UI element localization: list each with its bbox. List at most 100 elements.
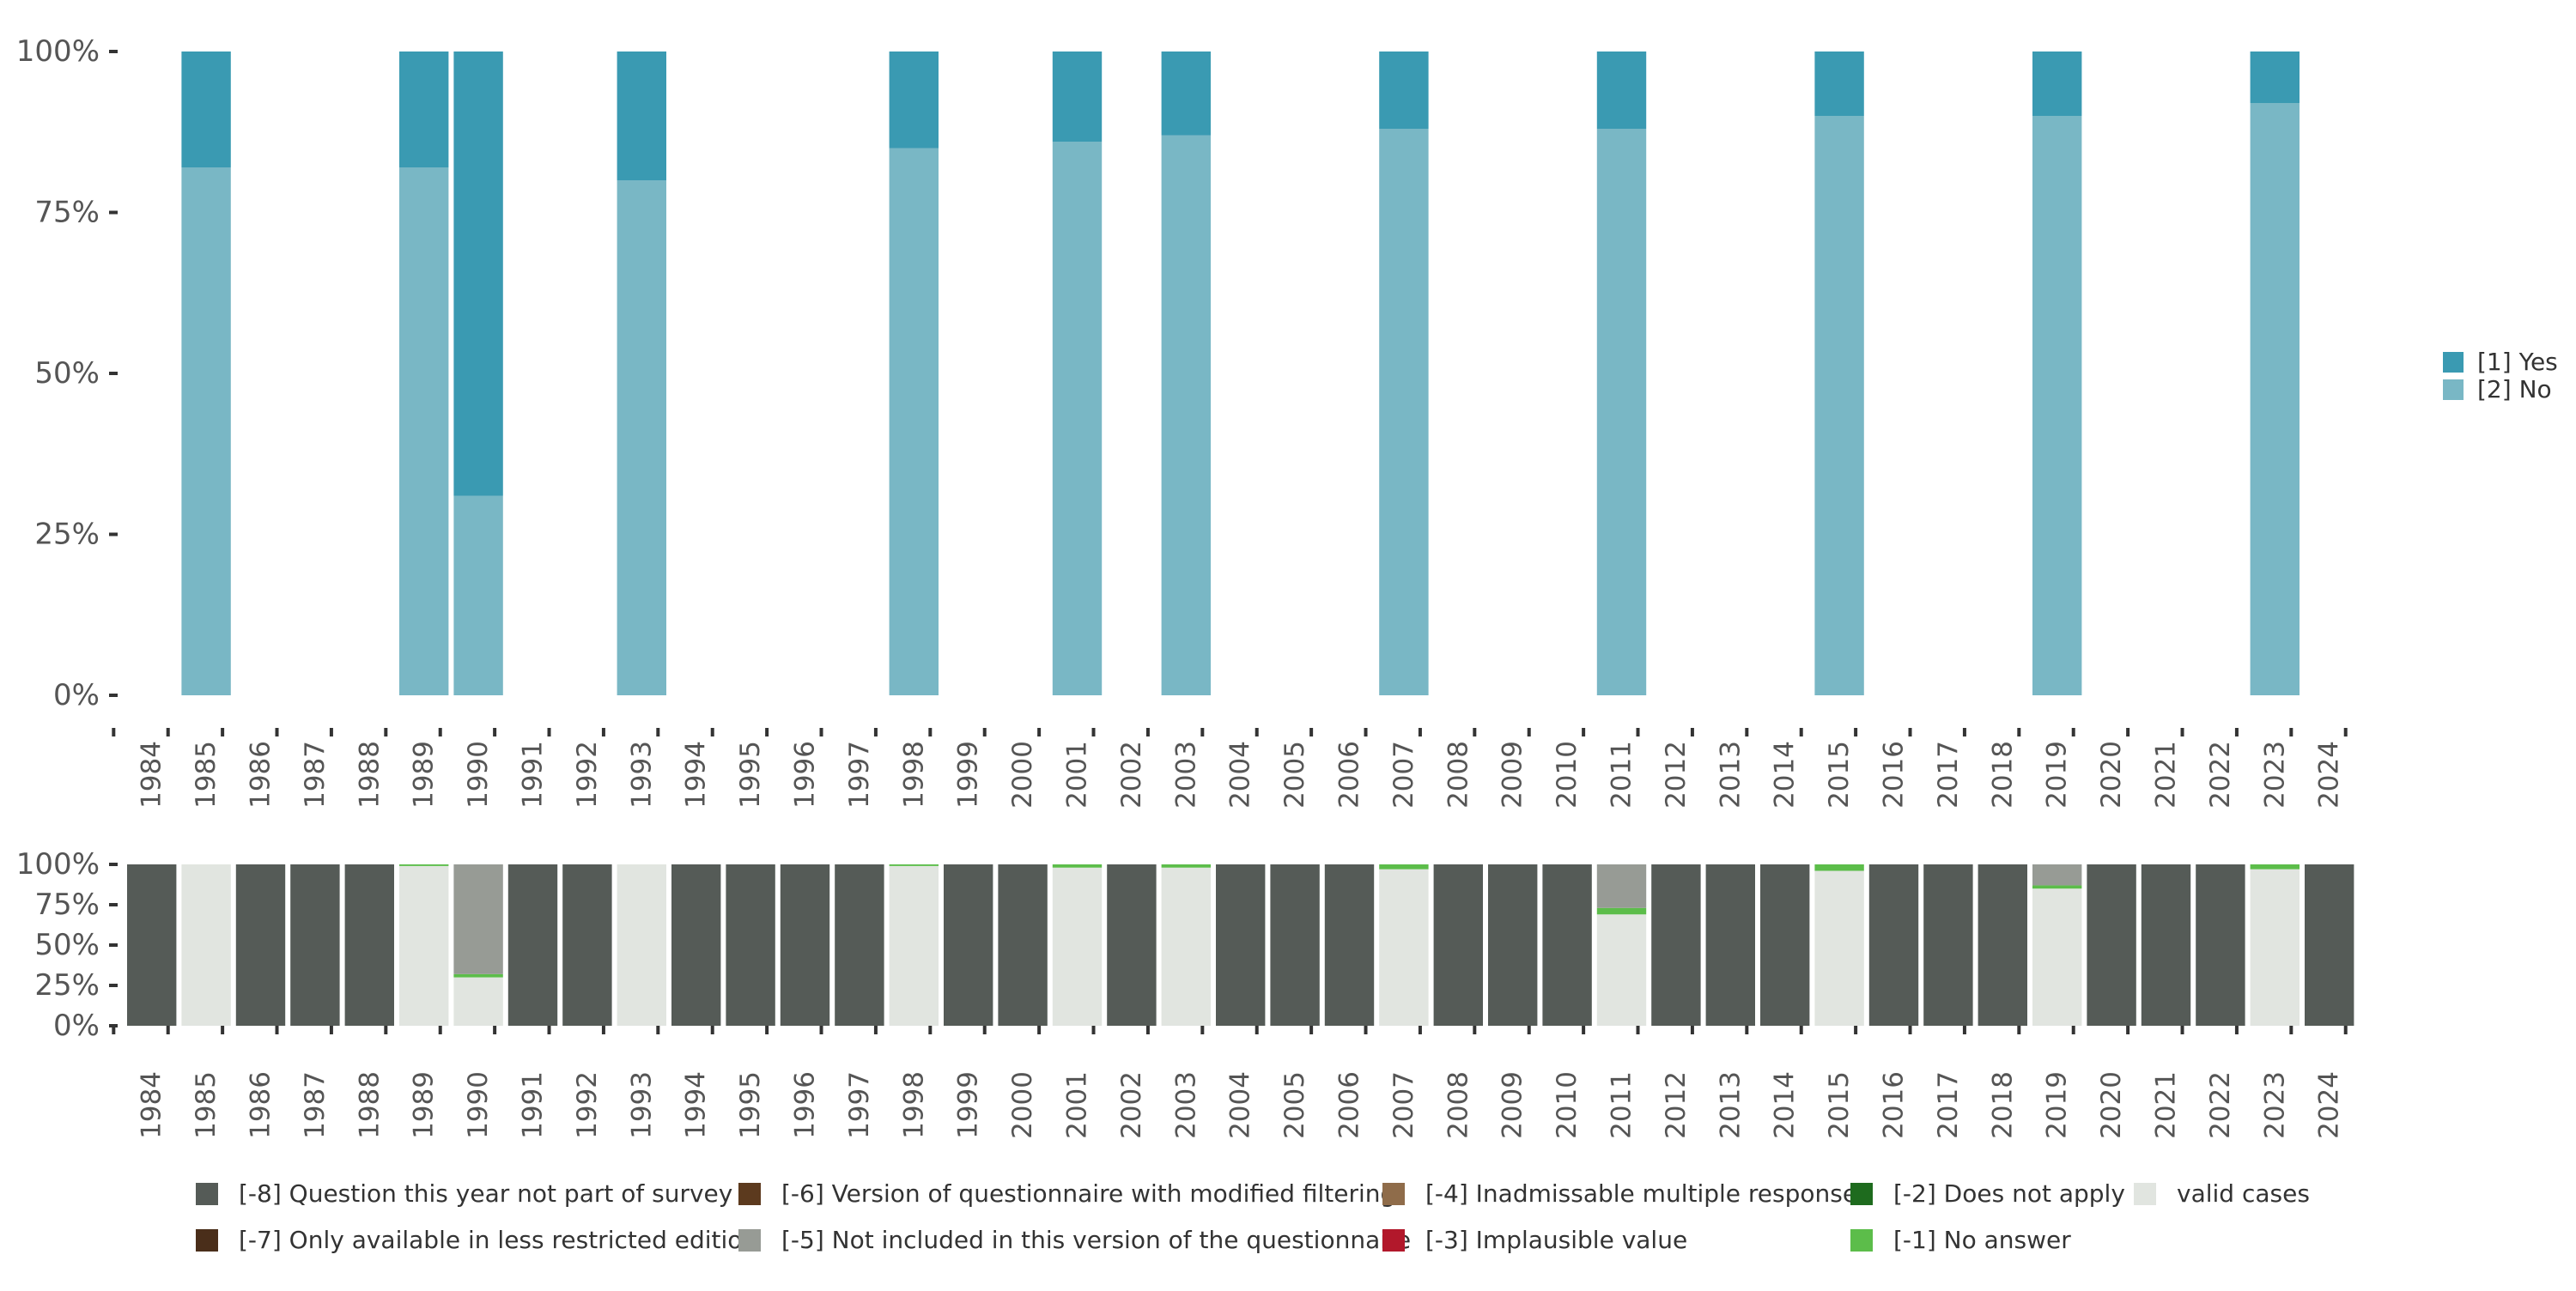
legend-label: [-1] No answer	[1893, 1226, 2071, 1254]
x-tick-label: 2010	[1552, 741, 1583, 809]
x-tick-label: 1997	[844, 741, 875, 809]
x-tick-label: 2009	[1498, 1071, 1528, 1139]
bar-no_answer-2003	[1161, 864, 1211, 868]
legend-label: [-5] Not included in this version of the…	[781, 1226, 1411, 1254]
x-tick-label: 2006	[1334, 1071, 1365, 1139]
x-tick-label: 2019	[2042, 741, 2073, 809]
legend-label: [-2] Does not apply	[1893, 1179, 2125, 1208]
x-tick-label: 2008	[1443, 1071, 1473, 1139]
bar-yes-2007	[1379, 52, 1429, 129]
y-tick-label: 0%	[53, 678, 100, 712]
x-tick-label: 1985	[191, 741, 222, 809]
bar-no-1990	[453, 495, 503, 695]
x-tick-label: 2014	[1770, 741, 1801, 809]
bar-yes-2011	[1596, 52, 1647, 129]
y-tick-label: 25%	[34, 518, 100, 552]
x-tick-label: 2016	[1879, 741, 1910, 809]
legend-swatch-inadmissable	[1382, 1183, 1405, 1205]
x-tick-label: 2011	[1607, 1071, 1637, 1139]
x-tick-label: 1984	[137, 1071, 167, 1139]
x-tick-label: 2000	[1007, 741, 1038, 809]
bar-valid-1998	[889, 865, 939, 1026]
y-tick-label: 100%	[16, 847, 100, 882]
x-tick-label: 1989	[409, 741, 440, 809]
x-tick-label: 2018	[1987, 741, 2018, 809]
x-tick-label: 2017	[1933, 741, 1964, 809]
x-tick-label: 2019	[2042, 1071, 2073, 1139]
x-tick-label: 1991	[518, 741, 549, 809]
x-tick-label: 2013	[1715, 741, 1746, 809]
x-tick-label: 2005	[1279, 741, 1310, 809]
x-tick-label: 1993	[626, 1071, 657, 1139]
bar-not_part-2020	[2087, 864, 2136, 1026]
bar-not_part-1992	[562, 864, 612, 1026]
bar-not_included-2019	[2032, 864, 2082, 886]
x-tick-label: 1995	[735, 1071, 766, 1139]
x-tick-label: 1988	[354, 1071, 385, 1139]
bar-not_part-2005	[1270, 864, 1320, 1026]
x-tick-label: 2021	[2151, 1071, 2182, 1139]
x-tick-label: 2010	[1552, 1071, 1583, 1139]
bar-not_part-1997	[835, 864, 884, 1026]
x-tick-label: 1986	[246, 1071, 276, 1139]
bar-no_answer-2023	[2250, 864, 2300, 870]
x-tick-label: 2022	[2205, 741, 2236, 809]
x-tick-label: 2018	[1987, 1071, 2018, 1139]
x-tick-label: 1988	[354, 741, 385, 809]
bar-valid-2003	[1161, 867, 1211, 1026]
bar-valid-2001	[1052, 867, 1103, 1026]
legend-label: [2] No	[2477, 375, 2552, 403]
x-tick-label: 2016	[1879, 1071, 1910, 1139]
x-tick-label: 2004	[1225, 1071, 1256, 1139]
x-tick-label: 1999	[953, 1071, 984, 1139]
bar-not_part-2016	[1868, 864, 1919, 1026]
x-tick-label: 2005	[1279, 1071, 1310, 1139]
bar-not_part-2002	[1107, 864, 1157, 1026]
legend-swatch-not_included	[738, 1229, 761, 1252]
x-tick-label: 2008	[1443, 741, 1473, 809]
bar-no-2003	[1161, 135, 1211, 695]
x-tick-label: 2007	[1388, 741, 1419, 809]
x-tick-label: 1992	[572, 1071, 603, 1139]
bar-not_part-2006	[1324, 864, 1375, 1026]
x-tick-label: 2014	[1770, 1071, 1801, 1139]
bar-not_part-1988	[344, 864, 394, 1026]
bar-not_part-1999	[944, 864, 993, 1026]
bar-not_part-1995	[726, 864, 775, 1026]
x-tick-label: 1992	[572, 741, 603, 809]
y-tick-label: 75%	[34, 196, 100, 230]
x-tick-label: 2011	[1607, 741, 1637, 809]
x-tick-label: 2013	[1715, 1071, 1746, 1139]
x-tick-label: 1998	[898, 1071, 929, 1139]
bar-not_included-1990	[453, 864, 503, 974]
x-tick-label: 1986	[246, 741, 276, 809]
x-tick-label: 2023	[2259, 1071, 2290, 1139]
y-tick-label: 50%	[34, 356, 100, 391]
bar-yes-1998	[889, 52, 939, 148]
bar-valid-1990	[453, 977, 503, 1026]
bar-valid-1989	[399, 865, 449, 1026]
legend-swatch-does_not_apply	[1850, 1183, 1873, 1205]
bar-yes-2001	[1052, 52, 1103, 142]
x-tick-label: 2009	[1498, 741, 1528, 809]
bar-not_part-2008	[1433, 864, 1483, 1026]
bar-not_part-2014	[1760, 864, 1810, 1026]
bar-valid-1985	[181, 864, 231, 1026]
bar-valid-1993	[617, 864, 666, 1026]
bar-yes-2003	[1161, 52, 1211, 136]
bar-no-2011	[1596, 129, 1647, 695]
y-tick-label: 25%	[34, 968, 100, 1003]
y-tick-label: 0%	[53, 1009, 100, 1043]
x-tick-label: 2012	[1661, 741, 1692, 809]
x-tick-label: 1991	[518, 1071, 549, 1139]
bar-not_part-2009	[1488, 864, 1538, 1026]
x-tick-label: 2001	[1062, 741, 1093, 809]
x-tick-label: 1985	[191, 1071, 222, 1139]
x-tick-label: 1996	[790, 741, 821, 809]
legend-swatch-implausible	[1382, 1229, 1405, 1252]
bar-not_part-2004	[1216, 864, 1266, 1026]
legend-label: [-7] Only available in less restricted e…	[239, 1226, 757, 1254]
legend-swatch-yes	[2443, 352, 2464, 373]
x-tick-label: 2012	[1661, 1071, 1692, 1139]
x-tick-label: 1993	[626, 741, 657, 809]
